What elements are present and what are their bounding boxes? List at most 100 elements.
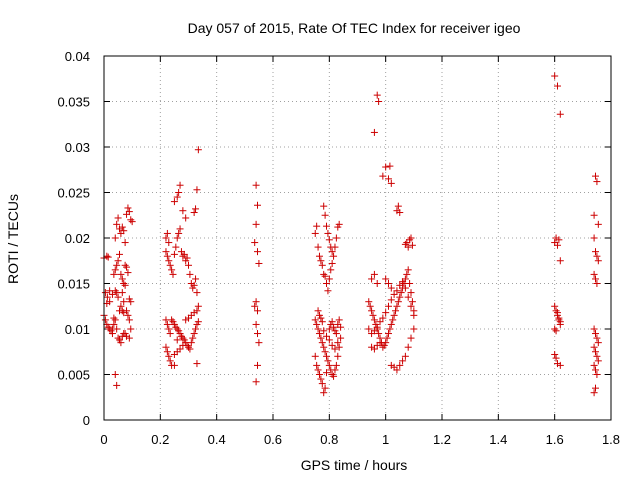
data-point xyxy=(124,269,132,277)
data-point xyxy=(173,234,181,242)
data-point xyxy=(110,314,118,322)
data-point xyxy=(315,330,323,338)
data-point xyxy=(113,381,121,389)
data-point xyxy=(553,241,561,249)
data-point xyxy=(335,316,343,324)
data-point xyxy=(314,325,322,333)
data-point xyxy=(311,316,319,324)
data-point xyxy=(323,369,331,377)
data-point xyxy=(168,316,176,324)
data-point xyxy=(163,320,171,328)
data-point xyxy=(382,163,390,171)
data-point xyxy=(373,91,381,99)
data-point xyxy=(251,239,259,247)
data-point xyxy=(193,360,201,368)
data-point xyxy=(321,272,329,280)
data-point xyxy=(324,287,332,295)
data-point xyxy=(407,334,415,342)
data-point xyxy=(127,325,135,333)
data-point xyxy=(179,334,187,342)
data-point xyxy=(370,327,378,335)
data-point xyxy=(185,261,192,269)
data-point xyxy=(192,325,200,333)
data-point xyxy=(179,341,187,349)
data-point xyxy=(320,343,328,351)
data-point xyxy=(334,352,342,360)
data-point xyxy=(593,178,601,186)
data-point xyxy=(386,325,394,333)
data-point xyxy=(103,293,111,301)
data-point xyxy=(332,234,340,242)
y-tick-label: 0.015 xyxy=(57,277,90,292)
data-point xyxy=(324,357,332,365)
data-point xyxy=(192,205,200,213)
data-point xyxy=(176,225,184,233)
data-point xyxy=(399,278,407,286)
data-point xyxy=(170,361,178,369)
data-point xyxy=(593,352,601,360)
data-point xyxy=(194,318,202,326)
data-point xyxy=(125,334,133,342)
x-tick-label: 0.8 xyxy=(320,432,338,447)
data-point xyxy=(170,198,178,206)
data-point xyxy=(168,266,176,274)
data-point xyxy=(593,371,601,378)
data-point xyxy=(194,302,202,310)
data-point xyxy=(165,257,173,265)
data-point xyxy=(186,270,194,278)
data-point xyxy=(192,275,200,283)
data-point xyxy=(185,343,192,351)
data-point xyxy=(325,275,333,283)
data-point xyxy=(162,343,170,351)
data-point xyxy=(318,380,326,388)
data-point xyxy=(406,236,414,244)
x-tick-label: 1 xyxy=(382,432,389,447)
data-point xyxy=(117,302,125,310)
data-point xyxy=(330,323,338,331)
data-point xyxy=(252,378,260,386)
data-point xyxy=(325,325,333,333)
data-point xyxy=(553,82,561,90)
data-point xyxy=(366,302,374,310)
x-tick-label: 0 xyxy=(100,432,107,447)
data-point xyxy=(177,332,185,340)
data-point xyxy=(365,325,373,333)
data-point xyxy=(382,275,390,283)
y-tick-label: 0.03 xyxy=(65,140,90,155)
data-point xyxy=(328,248,336,256)
data-point xyxy=(106,298,114,306)
data-point xyxy=(592,330,600,338)
data-point xyxy=(390,311,398,319)
data-point xyxy=(317,257,325,265)
data-point xyxy=(593,252,601,260)
data-point xyxy=(555,314,563,322)
data-point xyxy=(389,316,397,324)
data-point xyxy=(189,334,197,342)
data-point xyxy=(121,239,129,247)
x-axis-label: GPS time / hours xyxy=(301,457,408,473)
data-point xyxy=(379,314,387,322)
data-point xyxy=(328,259,336,267)
data-point xyxy=(163,348,171,356)
data-point xyxy=(551,350,559,358)
data-point xyxy=(384,330,392,338)
data-point xyxy=(125,208,133,216)
data-point xyxy=(314,366,322,374)
data-point xyxy=(163,252,171,260)
data-point xyxy=(327,266,335,274)
data-point xyxy=(190,330,198,338)
data-point xyxy=(252,220,260,228)
plot-frame xyxy=(103,55,612,421)
data-point xyxy=(314,307,322,315)
data-point xyxy=(593,280,601,287)
data-point xyxy=(101,316,109,324)
data-point xyxy=(321,211,329,219)
data-point xyxy=(124,204,132,212)
data-point xyxy=(323,352,331,360)
data-point xyxy=(375,98,383,105)
data-point xyxy=(330,252,338,260)
data-point xyxy=(127,216,135,224)
x-tick-label: 0.2 xyxy=(151,432,169,447)
data-point xyxy=(406,280,414,287)
